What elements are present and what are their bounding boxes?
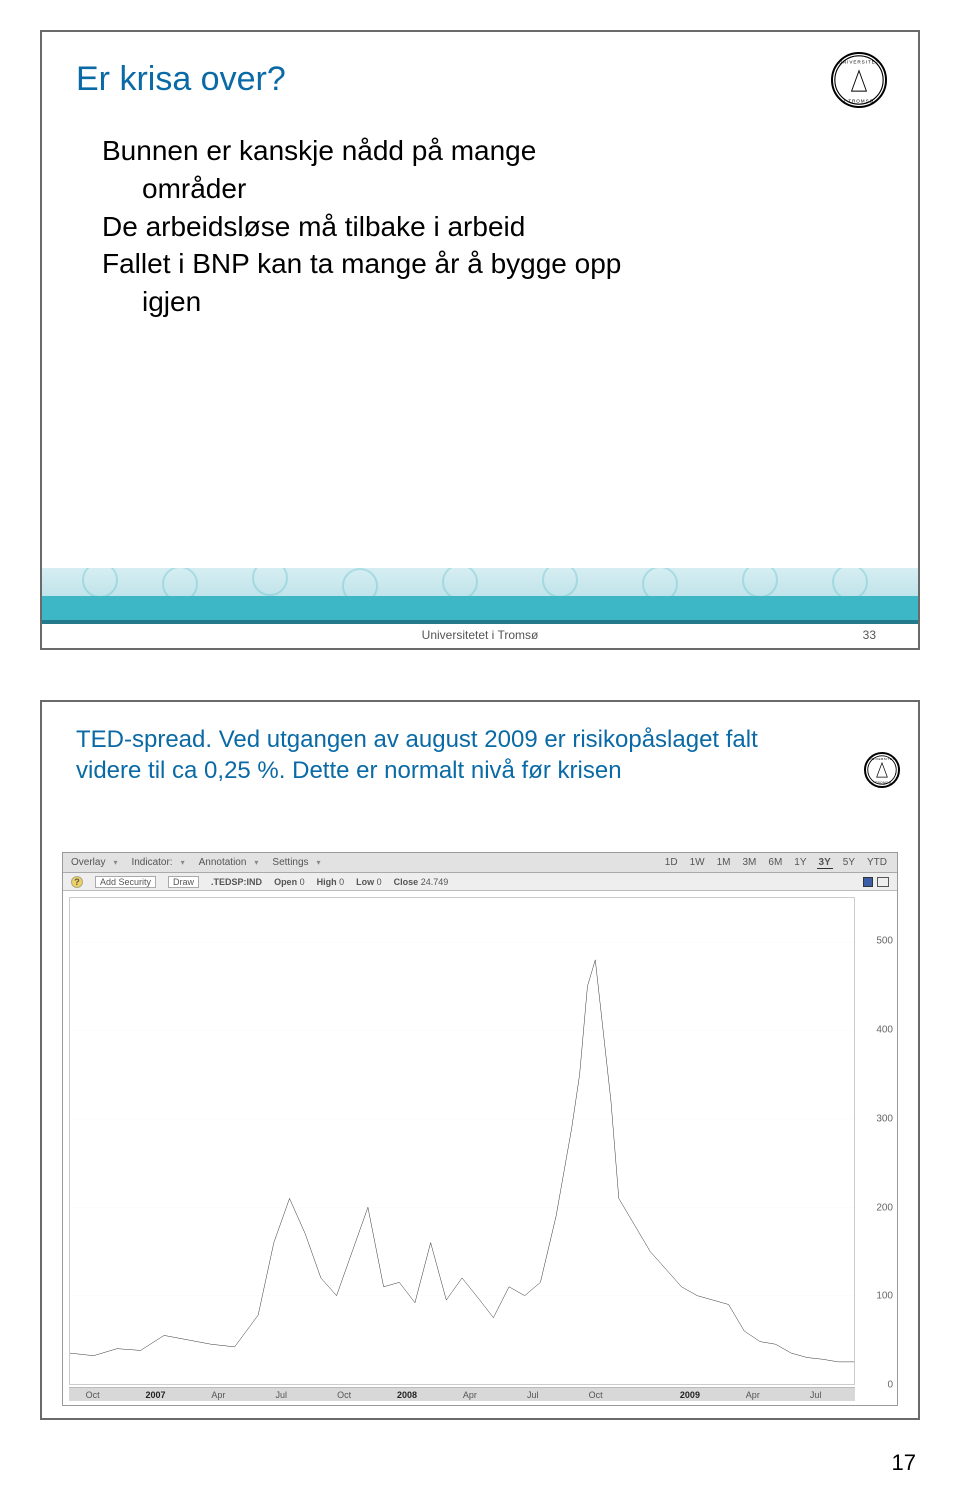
help-icon[interactable]: ?	[71, 876, 83, 888]
draw-button[interactable]: Draw	[168, 876, 199, 888]
toolbar-overlay[interactable]: Overlay	[71, 857, 115, 868]
svg-text:UNIVERSITET: UNIVERSITET	[839, 59, 880, 64]
print-icon[interactable]	[877, 877, 889, 887]
range-3m[interactable]: 3M	[740, 857, 758, 869]
close-label: Close	[394, 877, 419, 887]
range-selector: 1D 1W 1M 3M 6M 1Y 3Y 5Y YTD	[663, 857, 889, 869]
y-tick-400: 400	[876, 1025, 893, 1036]
range-1w[interactable]: 1W	[688, 857, 707, 869]
series-color-indicator	[863, 877, 873, 887]
chart-subbar: ? Add Security Draw .TEDSP:IND Open 0 Hi…	[63, 873, 897, 891]
toolbar-indicator[interactable]: Indicator:	[131, 857, 182, 868]
x-tick-Apr: Apr	[746, 1390, 760, 1400]
x-tick-Oct: Oct	[86, 1390, 100, 1400]
chart-toolbar: Overlay Indicator: Annotation Settings 1…	[63, 853, 897, 873]
x-tick-Oct: Oct	[589, 1390, 603, 1400]
chart-line-svg	[70, 898, 854, 1384]
bullet-2: De arbeidsløse må tilbake i arbeid	[102, 208, 621, 246]
university-logo-small: UNIVERSITET I TROMSØ	[860, 752, 904, 796]
y-tick-200: 200	[876, 1202, 893, 1213]
chart-plot-area	[69, 897, 855, 1385]
bullet-3-line2: igjen	[142, 283, 621, 321]
x-axis: Oct 2007 Apr Jul Oct 2008 Apr Jul Oct 2009 Apr Jul	[69, 1387, 855, 1401]
open-value: 0	[300, 877, 305, 887]
ted-spread-chart: Overlay Indicator: Annotation Settings 1…	[62, 852, 898, 1406]
range-6m[interactable]: 6M	[766, 857, 784, 869]
add-security-button[interactable]: Add Security	[95, 876, 156, 888]
close-value: 24.749	[421, 877, 449, 887]
svg-text:I TROMSØ: I TROMSØ	[844, 98, 874, 103]
footer-university: Universitetet i Tromsø	[422, 628, 539, 642]
bullet-list: Bunnen er kanskje nådd på mangeområderDe…	[102, 132, 621, 321]
range-1d[interactable]: 1D	[663, 857, 680, 869]
x-tick-Jul: Jul	[527, 1390, 539, 1400]
x-tick-Jul: Jul	[810, 1390, 822, 1400]
ticker-symbol: .TEDSP:IND	[211, 877, 262, 887]
range-1y[interactable]: 1Y	[792, 857, 808, 869]
x-tick-Jul: Jul	[275, 1390, 287, 1400]
y-axis: 0100200300400500	[859, 897, 893, 1385]
open-label: Open	[274, 877, 297, 887]
x-tick-Oct: Oct	[337, 1390, 351, 1400]
divider-main-band	[42, 596, 918, 620]
logo-circle: UNIVERSITET I TROMSØ	[831, 52, 887, 108]
range-3y[interactable]: 3Y	[817, 857, 833, 869]
x-tick-2009: 2009	[680, 1390, 700, 1400]
bullet-1-line1: Bunnen er kanskje nådd på mange	[102, 132, 621, 170]
range-ytd[interactable]: YTD	[865, 857, 889, 869]
high-value: 0	[339, 877, 344, 887]
slide-2: TED-spread. Ved utgangen av august 2009 …	[40, 700, 920, 1420]
bullet-3-line1: Fallet i BNP kan ta mange år å bygge opp	[102, 245, 621, 283]
y-tick-100: 100	[876, 1291, 893, 1302]
university-logo: UNIVERSITET I TROMSØ	[824, 52, 894, 122]
divider-thin-band	[42, 620, 918, 624]
slide-1: Er krisa over? UNIVERSITET I TROMSØ Bunn…	[40, 30, 920, 650]
bullet-1-line2: områder	[142, 170, 621, 208]
range-1m[interactable]: 1M	[715, 857, 733, 869]
x-tick-2007: 2007	[145, 1390, 165, 1400]
svg-text:I TROMSØ: I TROMSØ	[873, 780, 892, 784]
y-tick-500: 500	[876, 936, 893, 947]
toolbar-annotation[interactable]: Annotation	[199, 857, 257, 868]
page-number: 17	[892, 1450, 916, 1476]
x-tick-2008: 2008	[397, 1390, 417, 1400]
slide-2-title: TED-spread. Ved utgangen av august 2009 …	[76, 724, 816, 786]
high-label: High	[317, 877, 337, 887]
toolbar-settings[interactable]: Settings	[272, 857, 318, 868]
x-tick-Apr: Apr	[211, 1390, 225, 1400]
footer-slide-number: 33	[863, 628, 876, 642]
low-value: 0	[377, 877, 382, 887]
divider-pattern-band	[42, 568, 918, 598]
y-tick-300: 300	[876, 1113, 893, 1124]
x-tick-Apr: Apr	[463, 1390, 477, 1400]
svg-text:UNIVERSITET: UNIVERSITET	[869, 757, 894, 761]
slide-1-title: Er krisa over?	[76, 60, 286, 99]
low-label: Low	[356, 877, 374, 887]
y-tick-0: 0	[887, 1380, 893, 1391]
logo-circle-small: UNIVERSITET I TROMSØ	[864, 752, 900, 788]
range-5y[interactable]: 5Y	[841, 857, 857, 869]
